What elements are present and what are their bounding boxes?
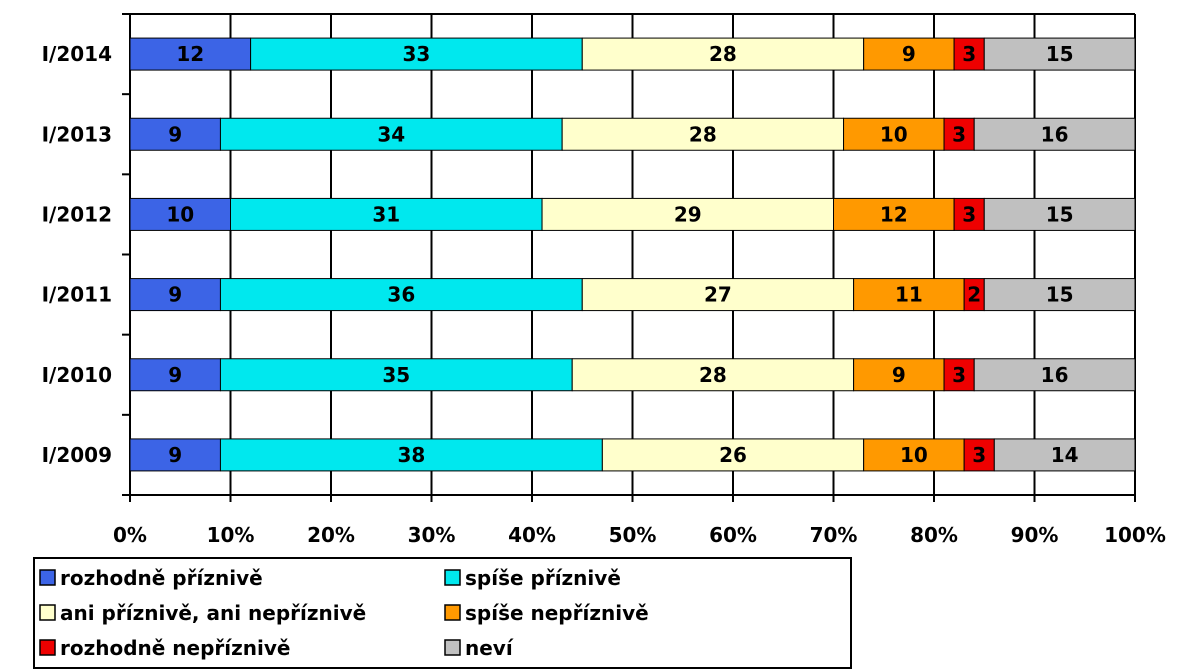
bar-segment bbox=[853, 278, 965, 312]
bar-segment bbox=[129, 438, 221, 472]
data-label: 29 bbox=[674, 202, 702, 226]
data-label: 9 bbox=[168, 363, 182, 387]
data-label: 9 bbox=[168, 122, 182, 146]
x-tick-label: 30% bbox=[408, 523, 456, 547]
legend-label: neví bbox=[465, 636, 514, 660]
bar-segment bbox=[983, 197, 1136, 231]
y-tick-label: I/2009 bbox=[42, 443, 112, 467]
y-tick-label: I/2014 bbox=[42, 42, 112, 66]
data-label: 10 bbox=[166, 202, 194, 226]
bar-segment bbox=[863, 37, 955, 71]
data-label: 10 bbox=[880, 122, 908, 146]
data-label: 10 bbox=[900, 443, 928, 467]
legend-swatch bbox=[444, 569, 461, 586]
data-label: 3 bbox=[952, 122, 966, 146]
legend-label: ani příznivě, ani nepříznivě bbox=[60, 601, 366, 625]
x-tick-label: 0% bbox=[113, 523, 147, 547]
bar-segment bbox=[983, 37, 1136, 71]
data-label: 28 bbox=[699, 363, 727, 387]
bar-segment bbox=[129, 358, 221, 392]
bar-segment bbox=[219, 117, 563, 151]
bar-segment bbox=[943, 117, 975, 151]
legend-swatch bbox=[39, 569, 56, 586]
x-tick-label: 70% bbox=[810, 523, 858, 547]
bar-segment bbox=[601, 438, 865, 472]
data-label: 28 bbox=[689, 122, 717, 146]
bar-segment bbox=[250, 37, 583, 71]
y-tick-label: I/2012 bbox=[42, 202, 112, 226]
bar-segment bbox=[983, 278, 1136, 312]
data-label: 15 bbox=[1046, 283, 1074, 307]
y-tick-label: I/2010 bbox=[42, 363, 112, 387]
x-tick-label: 100% bbox=[1104, 523, 1166, 547]
bar-segment bbox=[863, 438, 965, 472]
x-tick-label: 20% bbox=[307, 523, 355, 547]
legend-label: rozhodně příznivě bbox=[60, 566, 263, 590]
bar-segment bbox=[219, 358, 573, 392]
data-label: 31 bbox=[372, 202, 400, 226]
bar-segment bbox=[953, 37, 985, 71]
data-label: 3 bbox=[962, 202, 976, 226]
legend-swatch bbox=[444, 639, 461, 656]
bar-segment bbox=[953, 197, 985, 231]
bar-segment bbox=[963, 438, 995, 472]
bar-segment bbox=[943, 358, 975, 392]
bar-segment bbox=[853, 358, 945, 392]
bar-segment bbox=[581, 278, 855, 312]
data-label: 34 bbox=[377, 122, 405, 146]
data-label: 36 bbox=[387, 283, 415, 307]
data-label: 35 bbox=[382, 363, 410, 387]
legend-swatch bbox=[444, 604, 461, 621]
legend-label: spíše nepříznivě bbox=[465, 601, 649, 625]
x-tick-label: 90% bbox=[1011, 523, 1059, 547]
x-tick-label: 10% bbox=[207, 523, 255, 547]
bar-segment bbox=[973, 358, 1136, 392]
data-label: 15 bbox=[1046, 42, 1074, 66]
legend-swatch bbox=[39, 639, 56, 656]
bar-segment bbox=[571, 358, 855, 392]
data-label: 27 bbox=[704, 283, 732, 307]
data-label: 9 bbox=[892, 363, 906, 387]
y-tick-label: I/2011 bbox=[42, 283, 112, 307]
data-label: 16 bbox=[1041, 363, 1069, 387]
x-tick-label: 50% bbox=[609, 523, 657, 547]
bar-segment bbox=[581, 37, 865, 71]
data-label: 12 bbox=[176, 42, 204, 66]
x-tick-label: 60% bbox=[709, 523, 757, 547]
bar-segment bbox=[219, 278, 583, 312]
x-tick-label: 40% bbox=[508, 523, 556, 547]
legend-label: rozhodně nepříznivě bbox=[60, 636, 290, 660]
data-label: 14 bbox=[1051, 443, 1079, 467]
legend-label: spíše příznivě bbox=[465, 566, 621, 590]
data-label: 28 bbox=[709, 42, 737, 66]
data-label: 33 bbox=[403, 42, 431, 66]
data-label: 11 bbox=[895, 283, 923, 307]
data-label: 9 bbox=[902, 42, 916, 66]
bar-segment bbox=[129, 117, 221, 151]
data-label: 3 bbox=[952, 363, 966, 387]
data-label: 3 bbox=[962, 42, 976, 66]
data-label: 12 bbox=[880, 202, 908, 226]
data-label: 9 bbox=[168, 283, 182, 307]
data-label: 9 bbox=[168, 443, 182, 467]
data-label: 3 bbox=[972, 443, 986, 467]
y-tick-label: I/2013 bbox=[42, 122, 112, 146]
legend-swatch bbox=[39, 604, 56, 621]
bar-segment bbox=[993, 438, 1136, 472]
bar-segment bbox=[219, 438, 603, 472]
bar-segment bbox=[973, 117, 1136, 151]
x-tick-label: 80% bbox=[910, 523, 958, 547]
data-label: 16 bbox=[1041, 122, 1069, 146]
bar-segment bbox=[541, 197, 834, 231]
data-label: 2 bbox=[967, 283, 981, 307]
legend-box bbox=[33, 557, 852, 669]
data-label: 26 bbox=[719, 443, 747, 467]
data-label: 15 bbox=[1046, 202, 1074, 226]
data-label: 38 bbox=[397, 443, 425, 467]
bar-segment bbox=[129, 37, 252, 71]
